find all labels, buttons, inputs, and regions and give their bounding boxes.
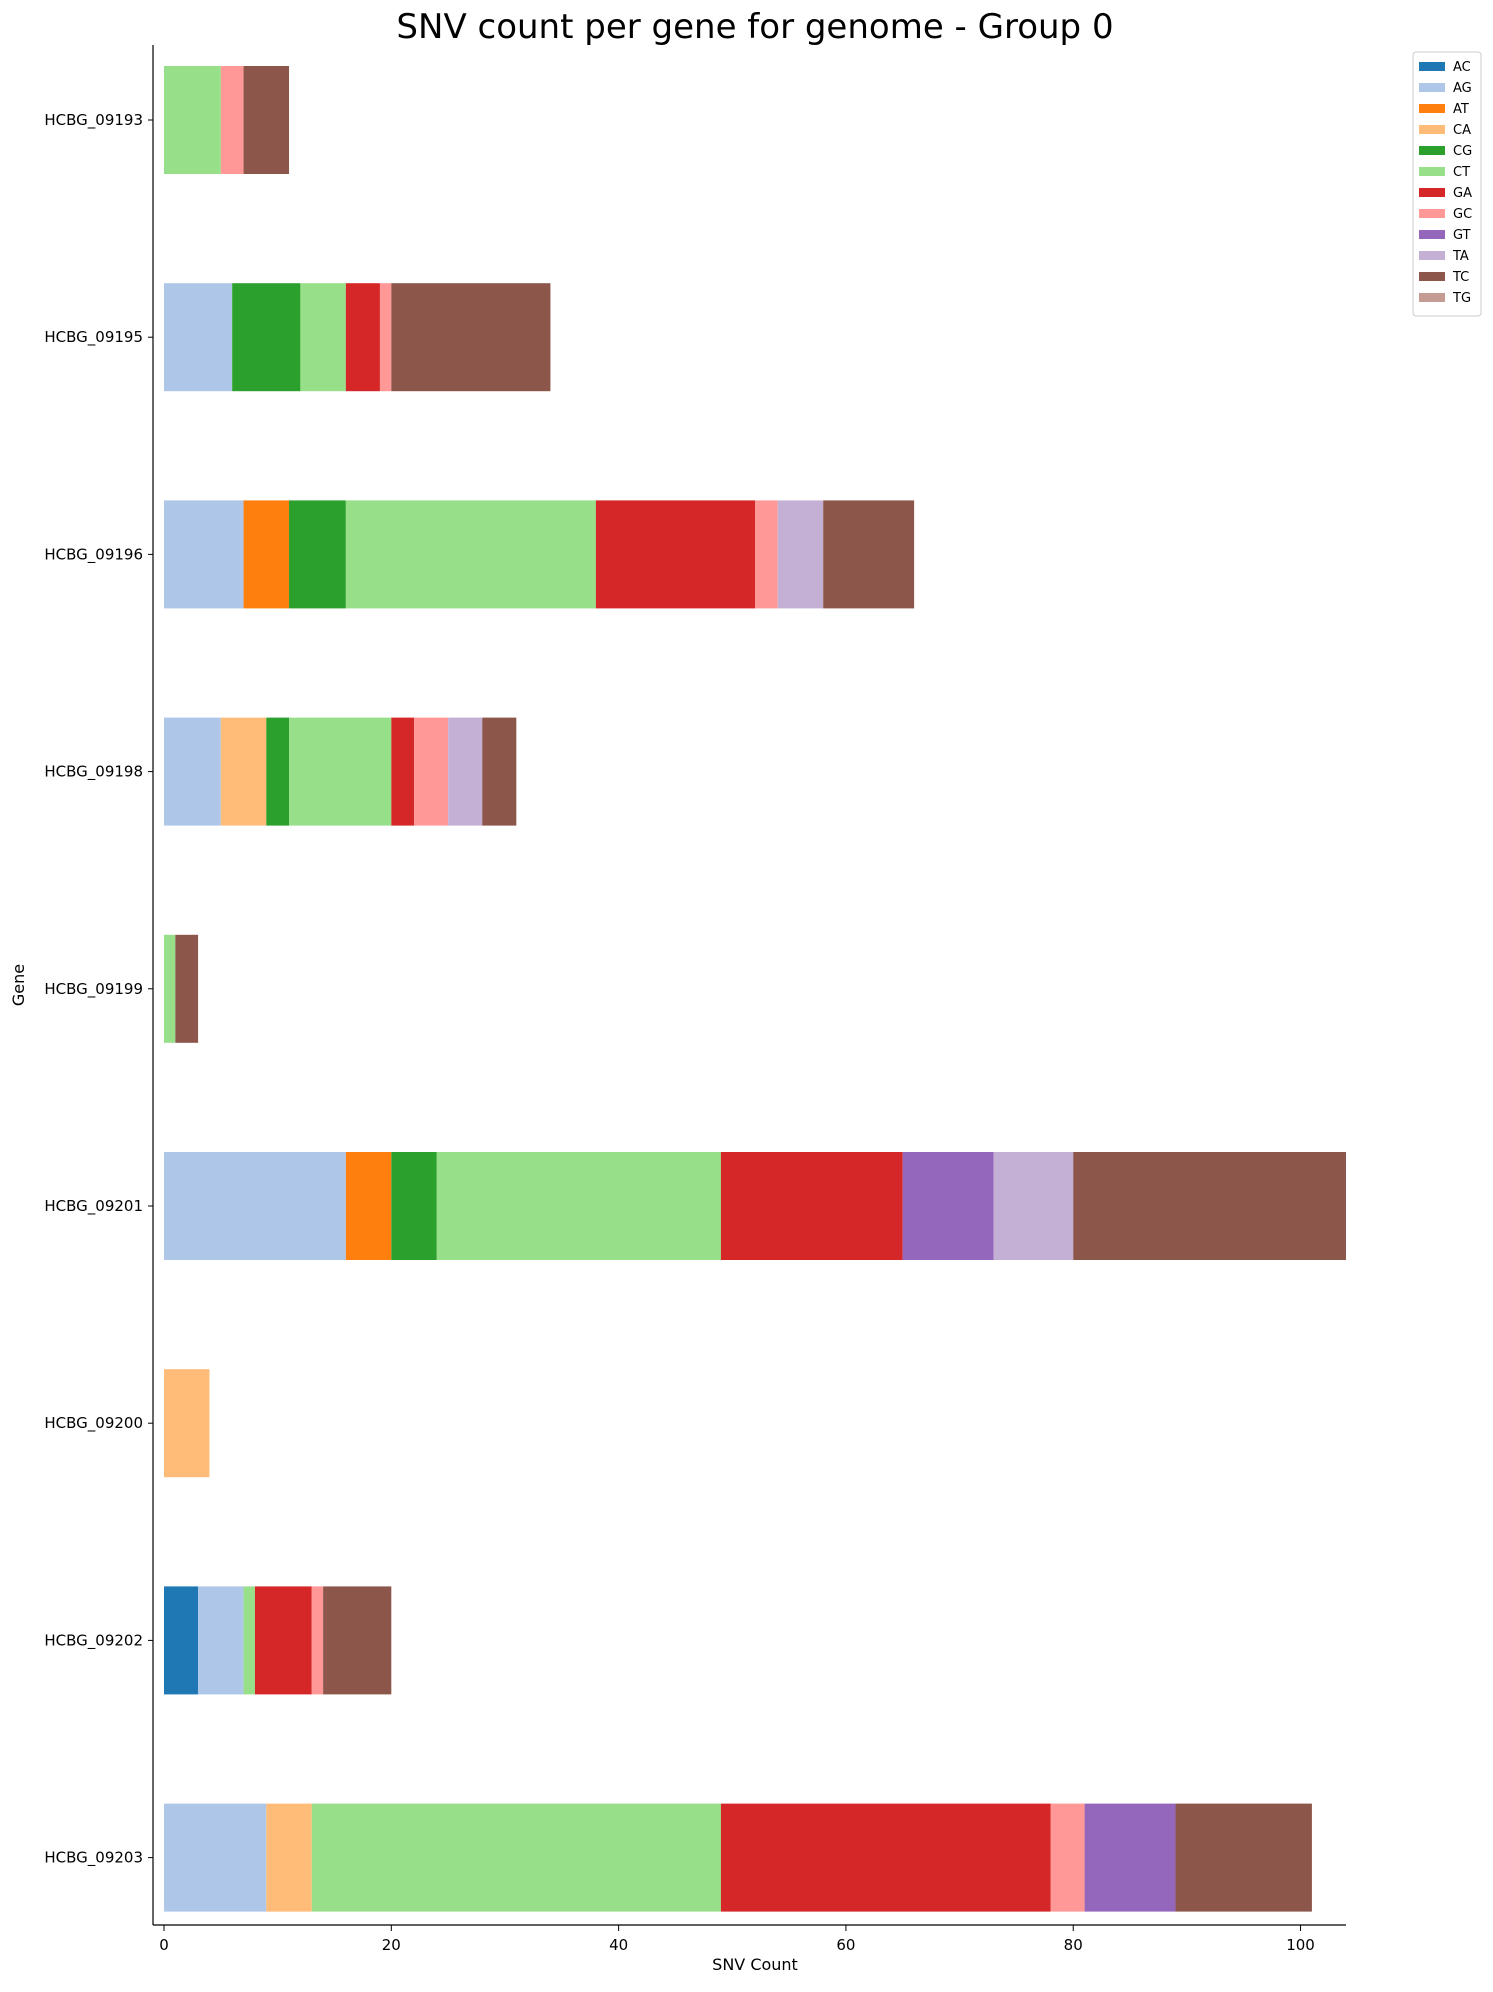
bar-segment-hcbg_09198-ct xyxy=(289,717,392,826)
legend-swatch-ta xyxy=(1419,251,1445,260)
x-axis-label: SNV Count xyxy=(712,1955,798,1974)
bar-segment-hcbg_09203-gc xyxy=(1050,1803,1085,1912)
legend: AC AG AT CA CG CT GA GC GT TA TC TG xyxy=(1412,51,1482,317)
bar-segment-hcbg_09202-tc xyxy=(323,1586,392,1695)
bar-segment-hcbg_09201-ga xyxy=(720,1152,903,1260)
x-axis-ticks: 0 20 40 60 80 100 xyxy=(159,1925,1315,1954)
bar-segment-hcbg_09198-ag xyxy=(164,717,221,826)
y-axis-ticks: HCBG_09193 HCBG_09195 HCBG_09196 HCBG_09198… xyxy=(44,111,153,1868)
bar-segment-hcbg_09201-ta xyxy=(993,1152,1074,1260)
bar-segment-hcbg_09203-tc xyxy=(1175,1803,1312,1912)
y-tick-label: HCBG_09201 xyxy=(44,1197,143,1216)
bar-segment-hcbg_09196-ta xyxy=(777,500,824,609)
legend-label-cg: CG xyxy=(1453,144,1472,159)
y-tick-label: HCBG_09195 xyxy=(44,328,143,347)
bar-segment-hcbg_09198-cg xyxy=(266,717,290,826)
bar-segment-hcbg_09201-ct xyxy=(436,1152,721,1260)
bar-segment-hcbg_09198-ta xyxy=(448,717,483,826)
bar-segment-hcbg_09196-gc xyxy=(755,500,778,609)
x-tick-label: 0 xyxy=(159,1936,169,1954)
bar-segment-hcbg_09195-ag xyxy=(164,283,233,392)
legend-swatch-gc xyxy=(1419,209,1445,218)
x-tick-label: 100 xyxy=(1286,1936,1315,1954)
bar-segment-hcbg_09202-ag xyxy=(198,1586,244,1695)
bar-segment-hcbg_09201-at xyxy=(345,1152,392,1260)
bar-segment-hcbg_09193-ct xyxy=(164,66,221,174)
legend-swatch-ag xyxy=(1419,83,1445,92)
legend-label-ta: TA xyxy=(1452,249,1469,264)
y-tick-label: HCBG_09202 xyxy=(44,1631,143,1650)
x-tick-label: 40 xyxy=(609,1936,628,1954)
bar-segment-hcbg_09196-cg xyxy=(289,500,346,609)
y-tick-label: HCBG_09203 xyxy=(44,1849,143,1868)
bar-segment-hcbg_09198-ga xyxy=(391,717,415,826)
bar-segment-hcbg_09203-ct xyxy=(311,1803,721,1912)
bar-segment-hcbg_09193-tc xyxy=(243,66,290,174)
legend-label-ct: CT xyxy=(1453,165,1470,180)
legend-label-at: AT xyxy=(1453,102,1469,117)
bar-segment-hcbg_09195-ct xyxy=(300,283,346,392)
legend-swatch-gt xyxy=(1419,230,1445,239)
bar-segment-hcbg_09198-gc xyxy=(414,717,449,826)
y-axis-label: Gene xyxy=(9,964,28,1006)
bar-segment-hcbg_09202-ct xyxy=(243,1586,255,1695)
x-tick-label: 60 xyxy=(836,1936,855,1954)
legend-swatch-cg xyxy=(1419,146,1445,155)
bar-segment-hcbg_09196-at xyxy=(243,500,290,609)
chart-title: SNV count per gene for genome - Group 0 xyxy=(396,7,1113,47)
y-tick-label: HCBG_09193 xyxy=(44,111,143,130)
bar-segment-hcbg_09198-ca xyxy=(220,717,267,826)
legend-label-gt: GT xyxy=(1453,228,1471,243)
bar-segment-hcbg_09196-tc xyxy=(823,500,915,609)
bar-segment-hcbg_09203-ca xyxy=(266,1803,312,1912)
bar-segment-hcbg_09202-ga xyxy=(254,1586,312,1695)
bar-segment-hcbg_09195-ga xyxy=(345,283,380,392)
x-tick-label: 80 xyxy=(1064,1936,1083,1954)
bar-segment-hcbg_09199-tc xyxy=(175,934,199,1043)
legend-label-ga: GA xyxy=(1453,186,1472,201)
legend-swatch-tc xyxy=(1419,272,1445,281)
legend-label-ac: AC xyxy=(1453,60,1471,75)
legend-label-ca: CA xyxy=(1453,123,1471,138)
y-tick-label: HCBG_09196 xyxy=(44,545,143,564)
bar-segment-hcbg_09198-tc xyxy=(482,717,517,826)
bar-segment-hcbg_09201-tc xyxy=(1073,1152,1346,1260)
y-tick-label: HCBG_09198 xyxy=(44,763,143,782)
bar-segment-hcbg_09196-ct xyxy=(345,500,596,609)
y-tick-label: HCBG_09200 xyxy=(44,1414,143,1433)
bar-segment-hcbg_09203-ga xyxy=(720,1803,1051,1912)
legend-label-gc: GC xyxy=(1453,207,1472,222)
bar-segment-hcbg_09203-gt xyxy=(1084,1803,1176,1912)
bar-segment-hcbg_09199-ct xyxy=(164,934,176,1043)
legend-label-ag: AG xyxy=(1453,81,1472,96)
bar-segment-hcbg_09195-cg xyxy=(232,283,301,392)
bar-segment-hcbg_09203-ag xyxy=(164,1803,267,1912)
legend-swatch-at xyxy=(1419,104,1445,113)
legend-frame xyxy=(1412,51,1482,317)
bar-segment-hcbg_09196-ga xyxy=(595,500,755,609)
legend-swatch-ac xyxy=(1419,62,1445,71)
bar-segment-hcbg_09195-tc xyxy=(391,283,551,392)
bar-segment-hcbg_09196-ag xyxy=(164,500,244,609)
bar-segment-hcbg_09201-ag xyxy=(164,1152,346,1260)
bar-segment-hcbg_09200-ca xyxy=(164,1369,210,1478)
legend-label-tg: TG xyxy=(1452,291,1471,306)
bar-segment-hcbg_09201-cg xyxy=(391,1152,437,1260)
legend-label-tc: TC xyxy=(1452,270,1469,285)
bar-segment-hcbg_09193-gc xyxy=(220,66,244,174)
bar-segment-hcbg_09201-gt xyxy=(902,1152,994,1260)
bar-segment-hcbg_09202-gc xyxy=(311,1586,324,1695)
legend-swatch-ca xyxy=(1419,125,1445,134)
y-tick-label: HCBG_09199 xyxy=(44,980,143,999)
x-tick-label: 20 xyxy=(382,1936,401,1954)
bar-segment-hcbg_09195-gc xyxy=(379,283,392,392)
bar-segment-hcbg_09202-ac xyxy=(164,1586,199,1695)
legend-swatch-ct xyxy=(1419,167,1445,176)
legend-swatch-tg xyxy=(1419,293,1445,302)
legend-swatch-ga xyxy=(1419,188,1445,197)
bars-group xyxy=(164,66,1346,1912)
